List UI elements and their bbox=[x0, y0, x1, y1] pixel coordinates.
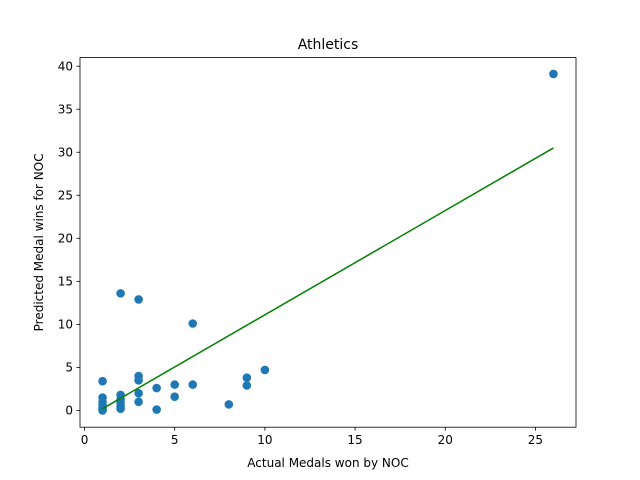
scatter-point-21 bbox=[170, 392, 179, 401]
scatter-point-7 bbox=[116, 289, 125, 298]
y-tick-label: 10 bbox=[58, 318, 73, 332]
y-axis: 0 5 10 15 20 25 30 35 40 bbox=[58, 60, 80, 418]
x-tick-label: 25 bbox=[528, 433, 543, 447]
x-tick-label: 0 bbox=[81, 433, 89, 447]
fit-line bbox=[102, 147, 554, 410]
y-tick-label: 20 bbox=[58, 232, 73, 246]
y-tick-label: 40 bbox=[58, 60, 73, 74]
scatter-point-0 bbox=[98, 376, 107, 386]
x-axis: 0 5 10 15 20 25 bbox=[81, 427, 543, 447]
scatter-point-16 bbox=[134, 388, 143, 398]
scatter-point-13 bbox=[134, 295, 143, 304]
scatter-point-24 bbox=[224, 400, 234, 409]
x-tick-label: 5 bbox=[171, 433, 179, 447]
scatter-point-25 bbox=[242, 373, 252, 383]
scatter-point-12 bbox=[116, 404, 125, 413]
scatter-point-19 bbox=[152, 405, 161, 414]
y-tick-label: 25 bbox=[58, 189, 73, 203]
scatter-point-17 bbox=[134, 397, 143, 407]
scatter-point-26 bbox=[242, 381, 252, 390]
scatter-point-18 bbox=[152, 383, 161, 393]
scatter-point-15 bbox=[134, 376, 143, 385]
y-tick-label: 5 bbox=[65, 361, 73, 375]
y-axis-label: Predicted Medal wins for NOC bbox=[32, 153, 46, 331]
plot-area bbox=[98, 69, 558, 415]
x-tick-label: 20 bbox=[438, 433, 453, 447]
x-axis-label: Actual Medals won by NOC bbox=[247, 456, 408, 470]
scatter-point-28 bbox=[549, 69, 558, 79]
y-tick-label: 35 bbox=[58, 103, 73, 117]
axes-frame bbox=[79, 57, 577, 428]
y-tick-label: 15 bbox=[58, 275, 73, 289]
y-tick-label: 0 bbox=[65, 404, 73, 418]
scatter-point-22 bbox=[188, 319, 198, 328]
scatter-point-27 bbox=[260, 365, 270, 375]
x-tick-label: 10 bbox=[257, 433, 272, 447]
y-tick-label: 30 bbox=[58, 146, 73, 160]
scatter-point-23 bbox=[188, 380, 198, 389]
x-tick-label: 15 bbox=[347, 433, 362, 447]
chart-title: Athletics bbox=[298, 37, 359, 53]
scatter-point-20 bbox=[170, 380, 179, 389]
